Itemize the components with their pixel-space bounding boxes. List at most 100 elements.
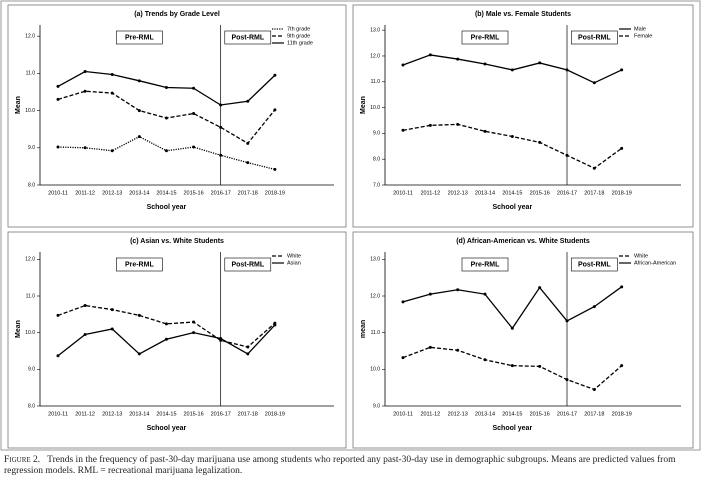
x-tick-label: 2012-13 — [448, 411, 468, 417]
point — [192, 331, 196, 335]
point — [246, 345, 250, 349]
legend-label: 11th grade — [287, 40, 313, 46]
panel-title: (d) African-American vs. White Students — [456, 238, 590, 245]
point — [401, 128, 405, 132]
legend-label: White — [287, 253, 301, 259]
point — [456, 288, 460, 292]
panel-title: (c) Asian vs. White Students — [130, 238, 224, 245]
point — [246, 161, 250, 165]
point — [510, 326, 514, 330]
legend-label: Female — [634, 33, 652, 39]
point — [83, 89, 87, 93]
y-tick-label: 11.0 — [26, 71, 36, 77]
y-tick-label: 10.0 — [370, 105, 380, 111]
y-tick-label: 8.0 — [373, 157, 380, 163]
legend-label: African-American — [634, 260, 676, 266]
period-label: Pre-RML — [125, 261, 155, 268]
point — [620, 285, 624, 289]
point — [592, 305, 596, 309]
point — [137, 313, 141, 317]
point — [56, 97, 60, 101]
point — [219, 103, 223, 107]
point — [110, 91, 114, 95]
point — [483, 62, 487, 66]
point — [273, 73, 277, 77]
x-tick-label: 2015-16 — [530, 411, 550, 417]
x-tick-label: 2012-13 — [102, 411, 122, 417]
y-tick-label: 11.0 — [371, 330, 381, 336]
y-tick-label: 13.0 — [370, 257, 380, 263]
x-tick-label: 2011-12 — [75, 411, 95, 417]
y-tick-label: 10.0 — [25, 108, 35, 114]
point — [164, 116, 168, 120]
y-tick-label: 13.0 — [370, 27, 380, 33]
panel-border — [352, 4, 694, 228]
y-tick-label: 12.0 — [370, 53, 380, 59]
point — [456, 348, 460, 352]
figure-border — [0, 0, 701, 451]
x-tick-label: 2010-11 — [393, 190, 413, 196]
panel-title: (b) Male vs. Female Students — [475, 11, 571, 18]
x-tick-label: 2012-13 — [448, 190, 468, 196]
point — [164, 86, 168, 90]
series-line — [402, 346, 623, 391]
y-tick-label: 9.0 — [373, 403, 380, 409]
x-tick-label: 2018-19 — [265, 190, 285, 196]
point — [56, 354, 60, 358]
point — [565, 68, 569, 72]
point — [538, 364, 542, 368]
point — [110, 149, 114, 153]
series-line — [57, 135, 276, 171]
x-tick-label: 2014-15 — [502, 190, 522, 196]
point — [401, 300, 405, 304]
point — [137, 109, 141, 113]
point — [273, 323, 277, 327]
y-tick-label: 10.0 — [370, 367, 380, 373]
point — [110, 72, 114, 76]
period-box — [224, 30, 272, 45]
point — [246, 99, 250, 103]
x-tick-label: 2015-16 — [530, 190, 550, 196]
y-tick-label: 10.0 — [25, 330, 35, 336]
x-tick-label: 2018-19 — [612, 411, 632, 417]
period-label: Post-RML — [578, 261, 611, 268]
point — [510, 364, 514, 368]
point — [137, 135, 141, 139]
point — [164, 337, 168, 341]
point — [192, 112, 196, 116]
x-tick-label: 2017-18 — [238, 190, 258, 196]
point — [56, 84, 60, 88]
point — [219, 337, 223, 341]
x-tick-label: 2010-11 — [48, 190, 68, 196]
period-label: Post-RML — [231, 34, 264, 41]
y-tick-label: 8.0 — [28, 403, 35, 409]
period-box — [571, 257, 618, 272]
panel-title: (a) Trends by Grade Level — [134, 11, 220, 18]
legend-label: White — [634, 253, 648, 259]
point — [219, 153, 223, 157]
series-line — [57, 304, 276, 348]
period-label: Post-RML — [231, 261, 264, 268]
x-axis-label: School year — [147, 425, 187, 432]
x-tick-label: 2013-14 — [129, 190, 149, 196]
period-box — [224, 257, 272, 272]
y-tick-label: 12.0 — [25, 33, 35, 39]
series-line — [402, 286, 623, 330]
y-tick-label: 12.0 — [25, 257, 35, 263]
point — [110, 327, 114, 331]
point — [164, 149, 168, 153]
point — [110, 308, 114, 312]
x-tick-label: 2017-18 — [584, 411, 604, 417]
point — [56, 145, 60, 149]
x-tick-label: 2013-14 — [129, 411, 149, 417]
point — [246, 352, 250, 356]
point — [456, 122, 460, 126]
x-tick-label: 2011-12 — [75, 190, 95, 196]
y-tick-label: 7.0 — [373, 182, 380, 188]
panel-border — [352, 231, 694, 449]
x-tick-label: 2013-14 — [475, 411, 495, 417]
y-axis-label: mean — [360, 320, 367, 338]
point — [483, 358, 487, 362]
point — [428, 345, 432, 349]
legend-label: Asian — [287, 260, 301, 266]
